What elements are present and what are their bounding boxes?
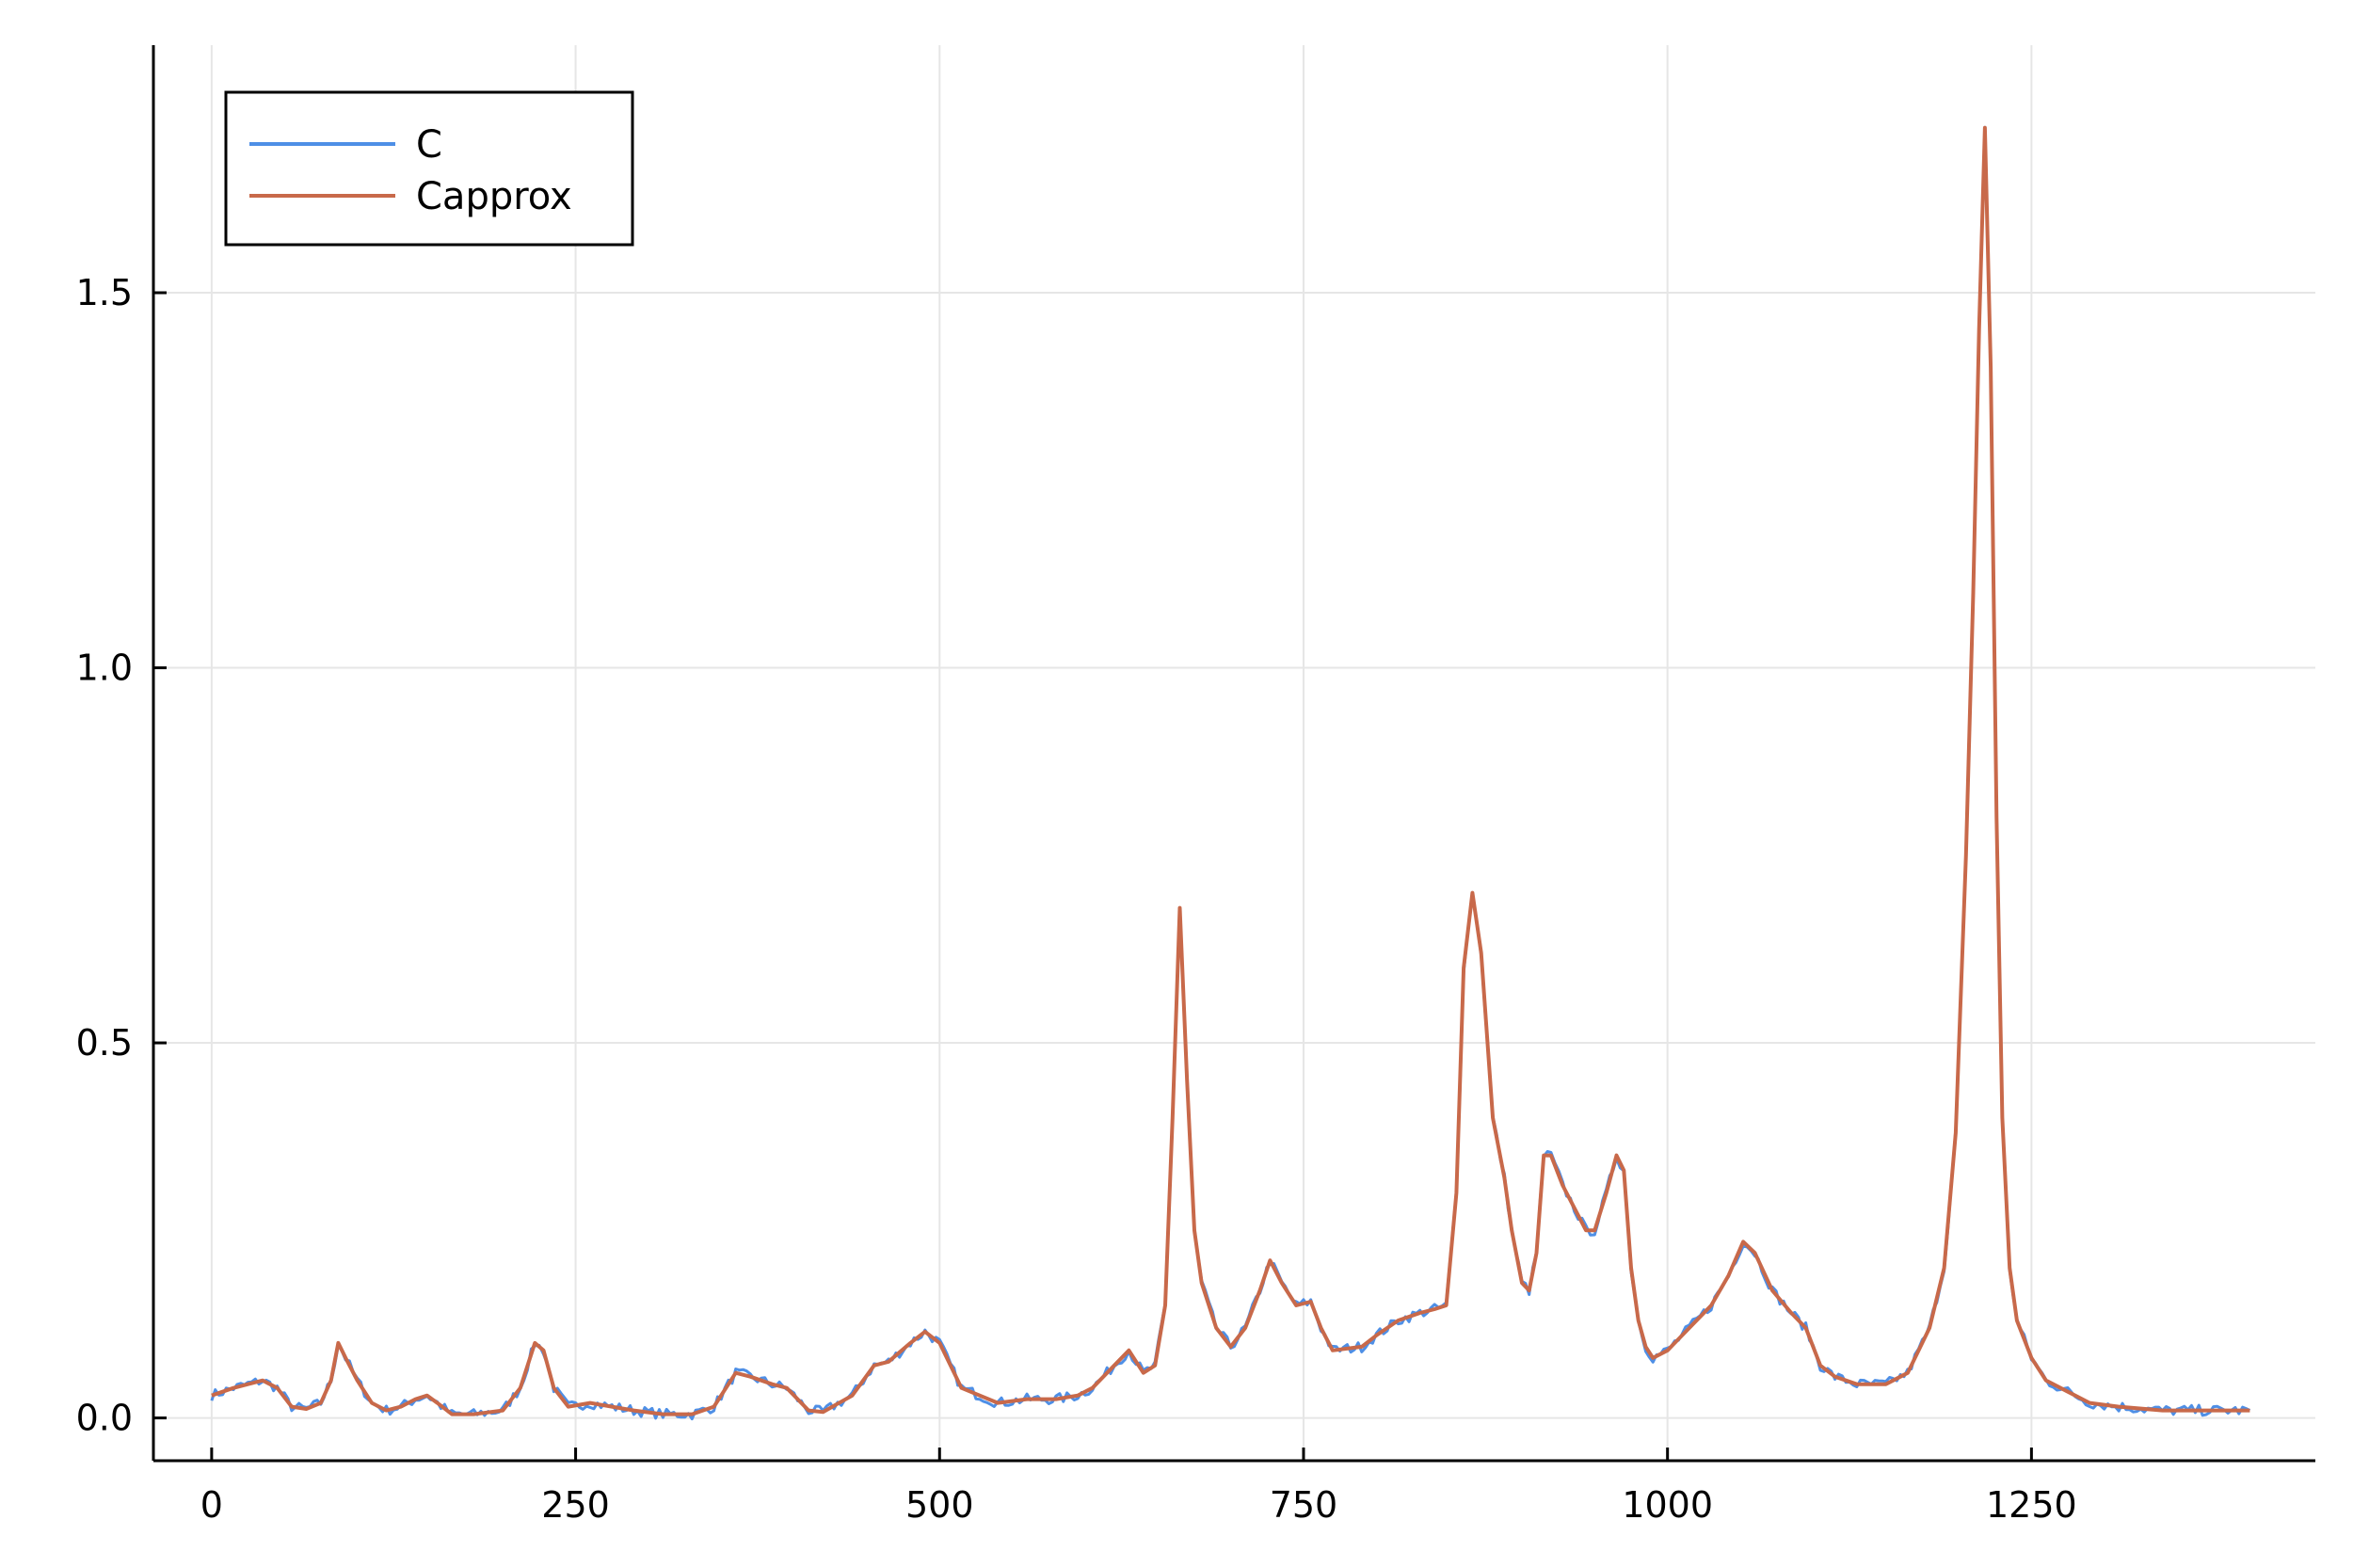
legend: C Capprox [224, 90, 634, 247]
axes [152, 45, 2315, 1463]
grid-lines [153, 45, 2315, 1461]
y-tick-label: 0.0 [76, 1398, 133, 1439]
x-tick-label: 1250 [1986, 1484, 2077, 1526]
x-tick-label: 1000 [1622, 1484, 1713, 1526]
y-tick-label: 0.5 [76, 1022, 133, 1064]
series-line-capprox [211, 125, 2250, 1416]
legend-label-c: C [416, 123, 442, 167]
y-tick-label: 1.0 [76, 648, 133, 689]
x-tick-label: 0 [200, 1484, 223, 1526]
x-tick-label: 500 [905, 1484, 974, 1526]
x-axis-ticks: 0 250 500 750 1000 1250 [200, 1448, 2077, 1526]
y-tick-label: 1.5 [76, 272, 133, 313]
x-tick-label: 750 [1270, 1484, 1338, 1526]
legend-box [224, 90, 634, 247]
legend-label-capprox: Capprox [416, 175, 572, 218]
y-axis-ticks: 0.0 0.5 1.0 1.5 [76, 272, 167, 1439]
plot-series [210, 125, 2251, 1421]
x-tick-label: 250 [541, 1484, 610, 1526]
